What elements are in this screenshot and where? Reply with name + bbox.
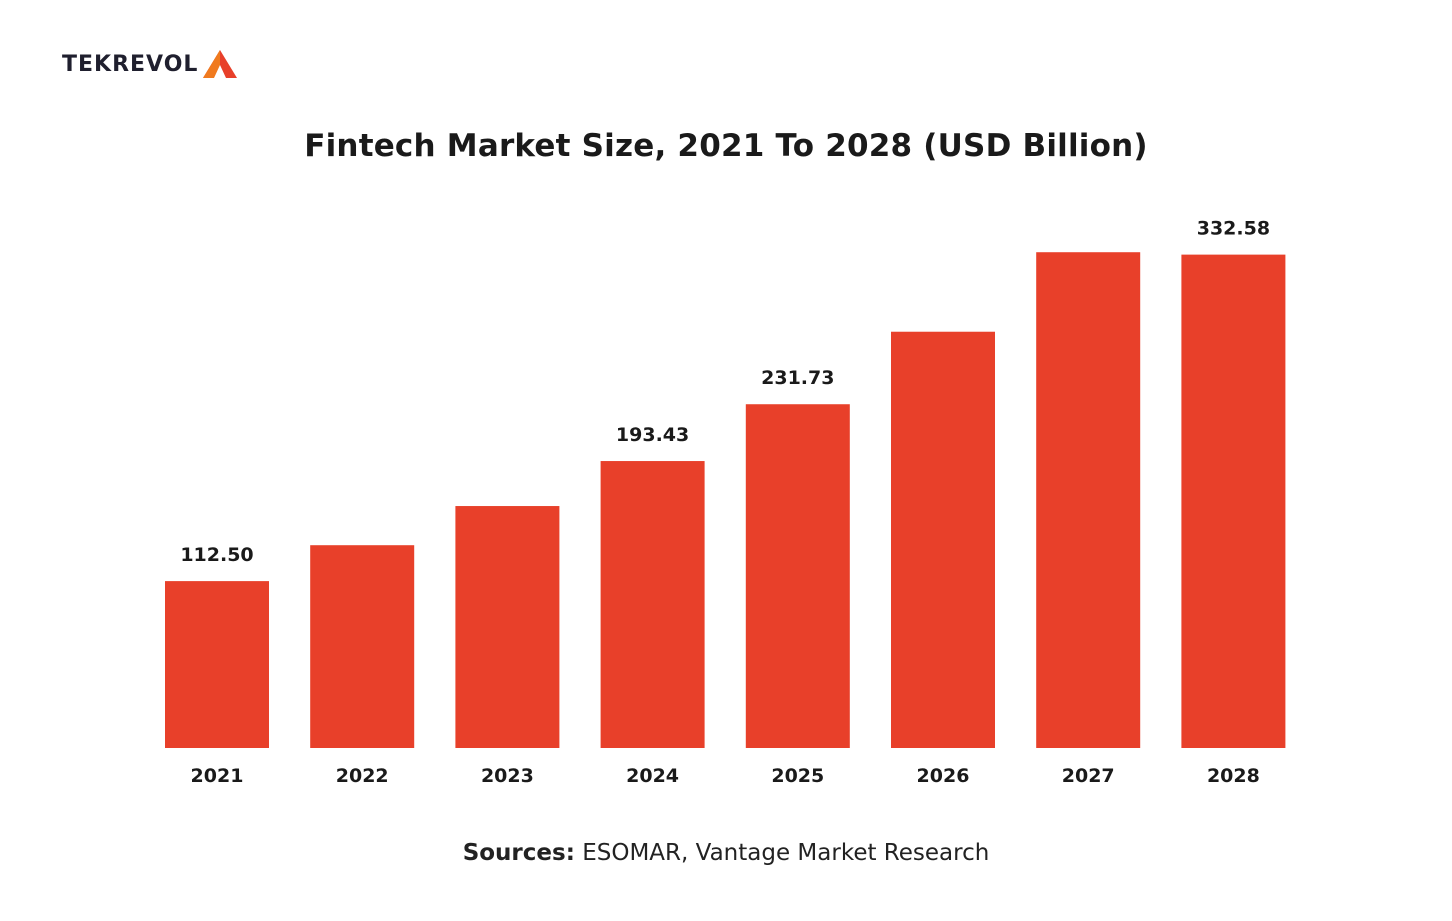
x-tick-label-2023: 2023 [481,765,534,787]
x-tick-label-2021: 2021 [191,765,244,787]
x-tick-label-2026: 2026 [917,765,970,787]
bar-2025 [745,404,850,748]
logo-text: TEKREVOL [62,51,199,77]
source-note: Sources: ESOMAR, Vantage Market Research [0,840,1452,866]
bar-2021 [165,581,269,748]
bar-2027 [1036,252,1141,748]
chart-title: Fintech Market Size, 2021 To 2028 (USD B… [304,128,1148,164]
bar-2023 [455,506,560,748]
data-label-2021: 112.50 [180,544,253,566]
x-tick-label-2025: 2025 [771,765,824,787]
source-label: Sources: [462,840,575,866]
x-tick-label-2028: 2028 [1207,765,1260,787]
data-label-2024: 193.43 [616,424,689,446]
source-text: ESOMAR, Vantage Market Research [582,840,990,866]
x-tick-label-2024: 2024 [626,765,679,787]
x-tick-label-2022: 2022 [336,765,389,787]
bar-2022 [310,545,415,748]
bar-2028 [1181,254,1286,749]
data-label-2025: 231.73 [761,367,834,389]
bar-2026 [891,331,995,748]
bar-2024 [600,461,705,748]
triangle-logo-icon [203,50,238,78]
data-label-2028: 332.58 [1197,218,1270,240]
brand-logo: TEKREVOL [62,48,238,80]
x-tick-label-2027: 2027 [1062,765,1115,787]
